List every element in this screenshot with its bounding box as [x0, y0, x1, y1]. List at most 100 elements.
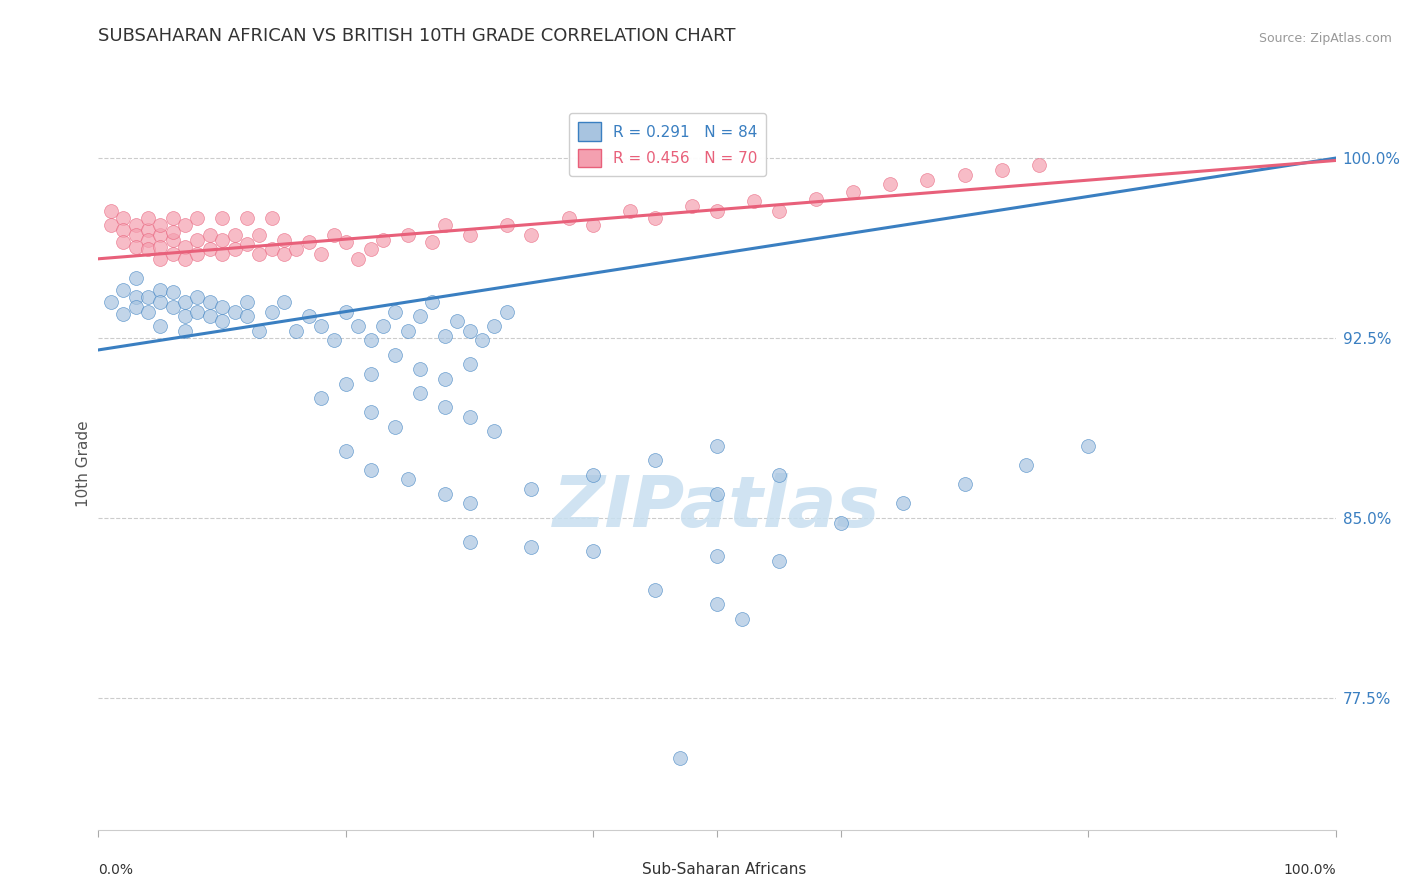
Point [433, 218, 456, 232]
Point [768, 467, 790, 482]
Text: 0.0%: 0.0% [98, 863, 134, 877]
Point [211, 233, 233, 247]
Point [706, 597, 728, 611]
Point [174, 310, 197, 324]
Point [644, 582, 666, 597]
Point [247, 324, 270, 338]
Point [211, 300, 233, 314]
Point [211, 314, 233, 328]
Point [174, 295, 197, 310]
Point [1077, 439, 1099, 453]
Point [162, 300, 184, 314]
Point [112, 307, 135, 321]
Point [100, 203, 122, 218]
Point [520, 540, 543, 554]
Point [335, 235, 357, 249]
Point [458, 357, 481, 371]
Point [186, 247, 208, 261]
Point [162, 285, 184, 300]
Point [260, 304, 283, 318]
Point [681, 199, 703, 213]
Point [273, 247, 295, 261]
Point [236, 295, 259, 310]
Point [768, 554, 790, 568]
Point [706, 487, 728, 501]
Point [100, 295, 122, 310]
Point [804, 192, 827, 206]
Point [520, 227, 543, 242]
Point [309, 391, 332, 405]
Point [100, 218, 122, 232]
Point [433, 328, 456, 343]
Point [953, 168, 976, 182]
Point [162, 233, 184, 247]
Point [162, 211, 184, 225]
Point [124, 271, 146, 285]
Point [124, 218, 146, 232]
Point [433, 372, 456, 386]
Point [446, 314, 468, 328]
Text: ZIPatlas: ZIPatlas [554, 474, 880, 542]
Point [669, 750, 692, 764]
Point [347, 318, 370, 333]
Point [211, 211, 233, 225]
Point [186, 304, 208, 318]
Point [224, 227, 246, 242]
Point [1028, 158, 1050, 172]
Point [174, 240, 197, 254]
Point [136, 304, 159, 318]
Point [360, 463, 382, 477]
Point [136, 290, 159, 304]
Point [731, 611, 754, 625]
Point [198, 227, 221, 242]
Point [409, 362, 432, 376]
Point [298, 235, 321, 249]
Point [112, 283, 135, 297]
Point [458, 324, 481, 338]
Point [891, 496, 914, 510]
Point [174, 218, 197, 232]
Point [619, 203, 641, 218]
Point [471, 334, 494, 348]
Point [186, 233, 208, 247]
Point [742, 194, 765, 209]
Point [520, 482, 543, 496]
Text: 100.0%: 100.0% [1284, 863, 1336, 877]
Point [990, 163, 1012, 178]
Point [360, 334, 382, 348]
Point [322, 227, 344, 242]
Point [174, 324, 197, 338]
Point [335, 304, 357, 318]
Point [371, 233, 394, 247]
Point [422, 295, 444, 310]
Point [136, 242, 159, 256]
Point [409, 386, 432, 401]
Point [136, 211, 159, 225]
Point [260, 211, 283, 225]
Point [706, 203, 728, 218]
Point [706, 439, 728, 453]
Point [149, 240, 172, 254]
Point [371, 318, 394, 333]
Point [198, 242, 221, 256]
Point [842, 185, 865, 199]
Point [124, 300, 146, 314]
Point [458, 410, 481, 425]
Point [285, 324, 308, 338]
Point [298, 310, 321, 324]
Point [149, 227, 172, 242]
Point [335, 443, 357, 458]
Point [322, 334, 344, 348]
Point [198, 310, 221, 324]
Point [953, 477, 976, 491]
Point [224, 242, 246, 256]
Point [136, 233, 159, 247]
Point [360, 242, 382, 256]
Point [309, 318, 332, 333]
Point [384, 348, 406, 362]
Text: Source: ZipAtlas.com: Source: ZipAtlas.com [1258, 31, 1392, 45]
Point [409, 310, 432, 324]
Point [124, 227, 146, 242]
Point [879, 178, 901, 192]
Point [149, 283, 172, 297]
